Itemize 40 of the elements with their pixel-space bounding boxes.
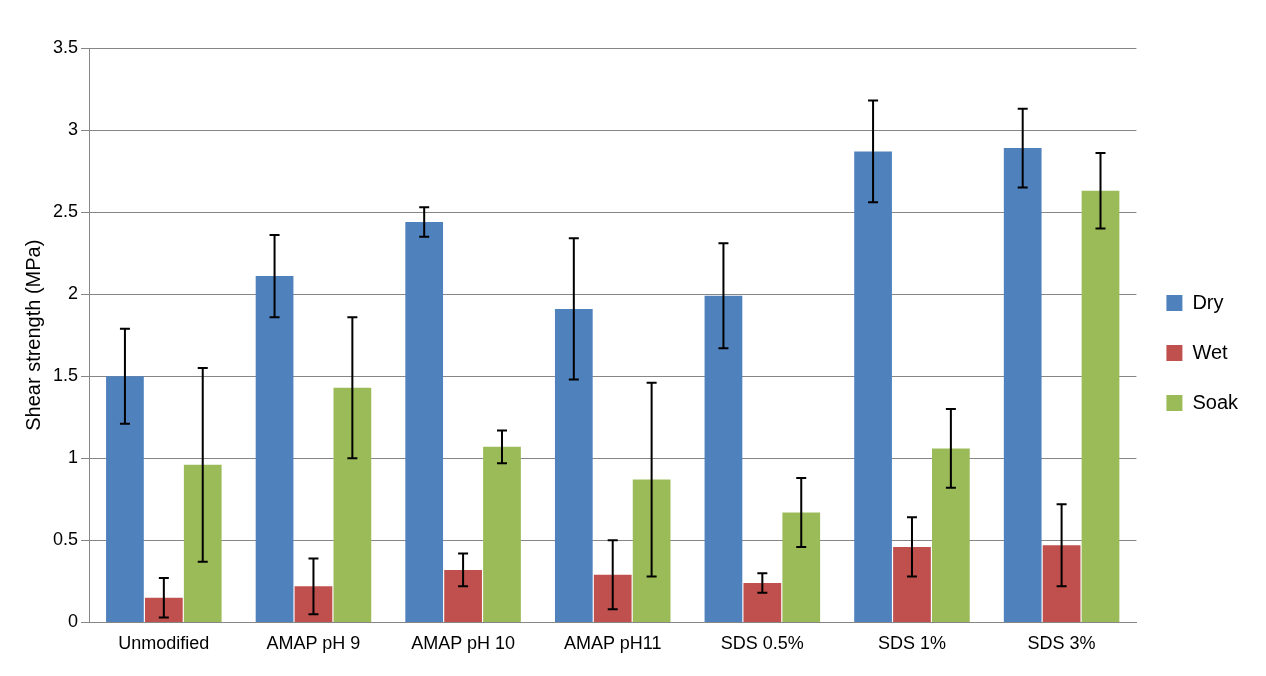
y-tick-label: 1 (68, 447, 79, 468)
x-tick-label: SDS 0.5% (720, 633, 804, 654)
bar (144, 597, 183, 622)
bar (1081, 190, 1120, 622)
y-tick-label: 3.5 (52, 36, 79, 57)
bar (444, 569, 482, 622)
y-tick-label: 2 (68, 283, 79, 304)
bar (743, 583, 782, 622)
bar (704, 295, 743, 622)
bar (183, 464, 222, 622)
bar (782, 512, 821, 622)
bar (333, 387, 372, 622)
x-tick-label: AMAP pH 9 (266, 633, 361, 654)
x-tick-label: Unmodified (118, 633, 210, 654)
x-tick-label: SDS 3% (1027, 633, 1096, 654)
bar (593, 574, 632, 622)
legend-label: Soak (1192, 390, 1239, 413)
bar (255, 276, 294, 622)
bar (854, 151, 892, 622)
bar (483, 446, 521, 622)
bar (932, 448, 970, 622)
y-tick-label: 2.5 (52, 201, 79, 222)
y-tick-label: 0.5 (52, 529, 79, 550)
y-tick-label: 3 (68, 119, 79, 140)
legend-label: Wet (1192, 340, 1229, 363)
legend-label: Dry (1192, 290, 1224, 313)
x-tick-label: SDS 1% (877, 633, 946, 654)
bar (1003, 148, 1042, 622)
y-tick-label: 1.5 (52, 365, 79, 386)
bar (106, 376, 144, 622)
x-tick-label: AMAP pH11 (564, 633, 662, 654)
y-axis-title: Shear strength (MPa) (21, 239, 44, 431)
bar (554, 308, 593, 622)
bar (893, 546, 931, 622)
bar (632, 479, 671, 622)
bar (294, 586, 333, 622)
bar (405, 221, 444, 622)
y-tick-label: 0 (68, 611, 79, 632)
bar (1042, 545, 1081, 622)
x-tick-label: AMAP pH 10 (411, 633, 515, 654)
